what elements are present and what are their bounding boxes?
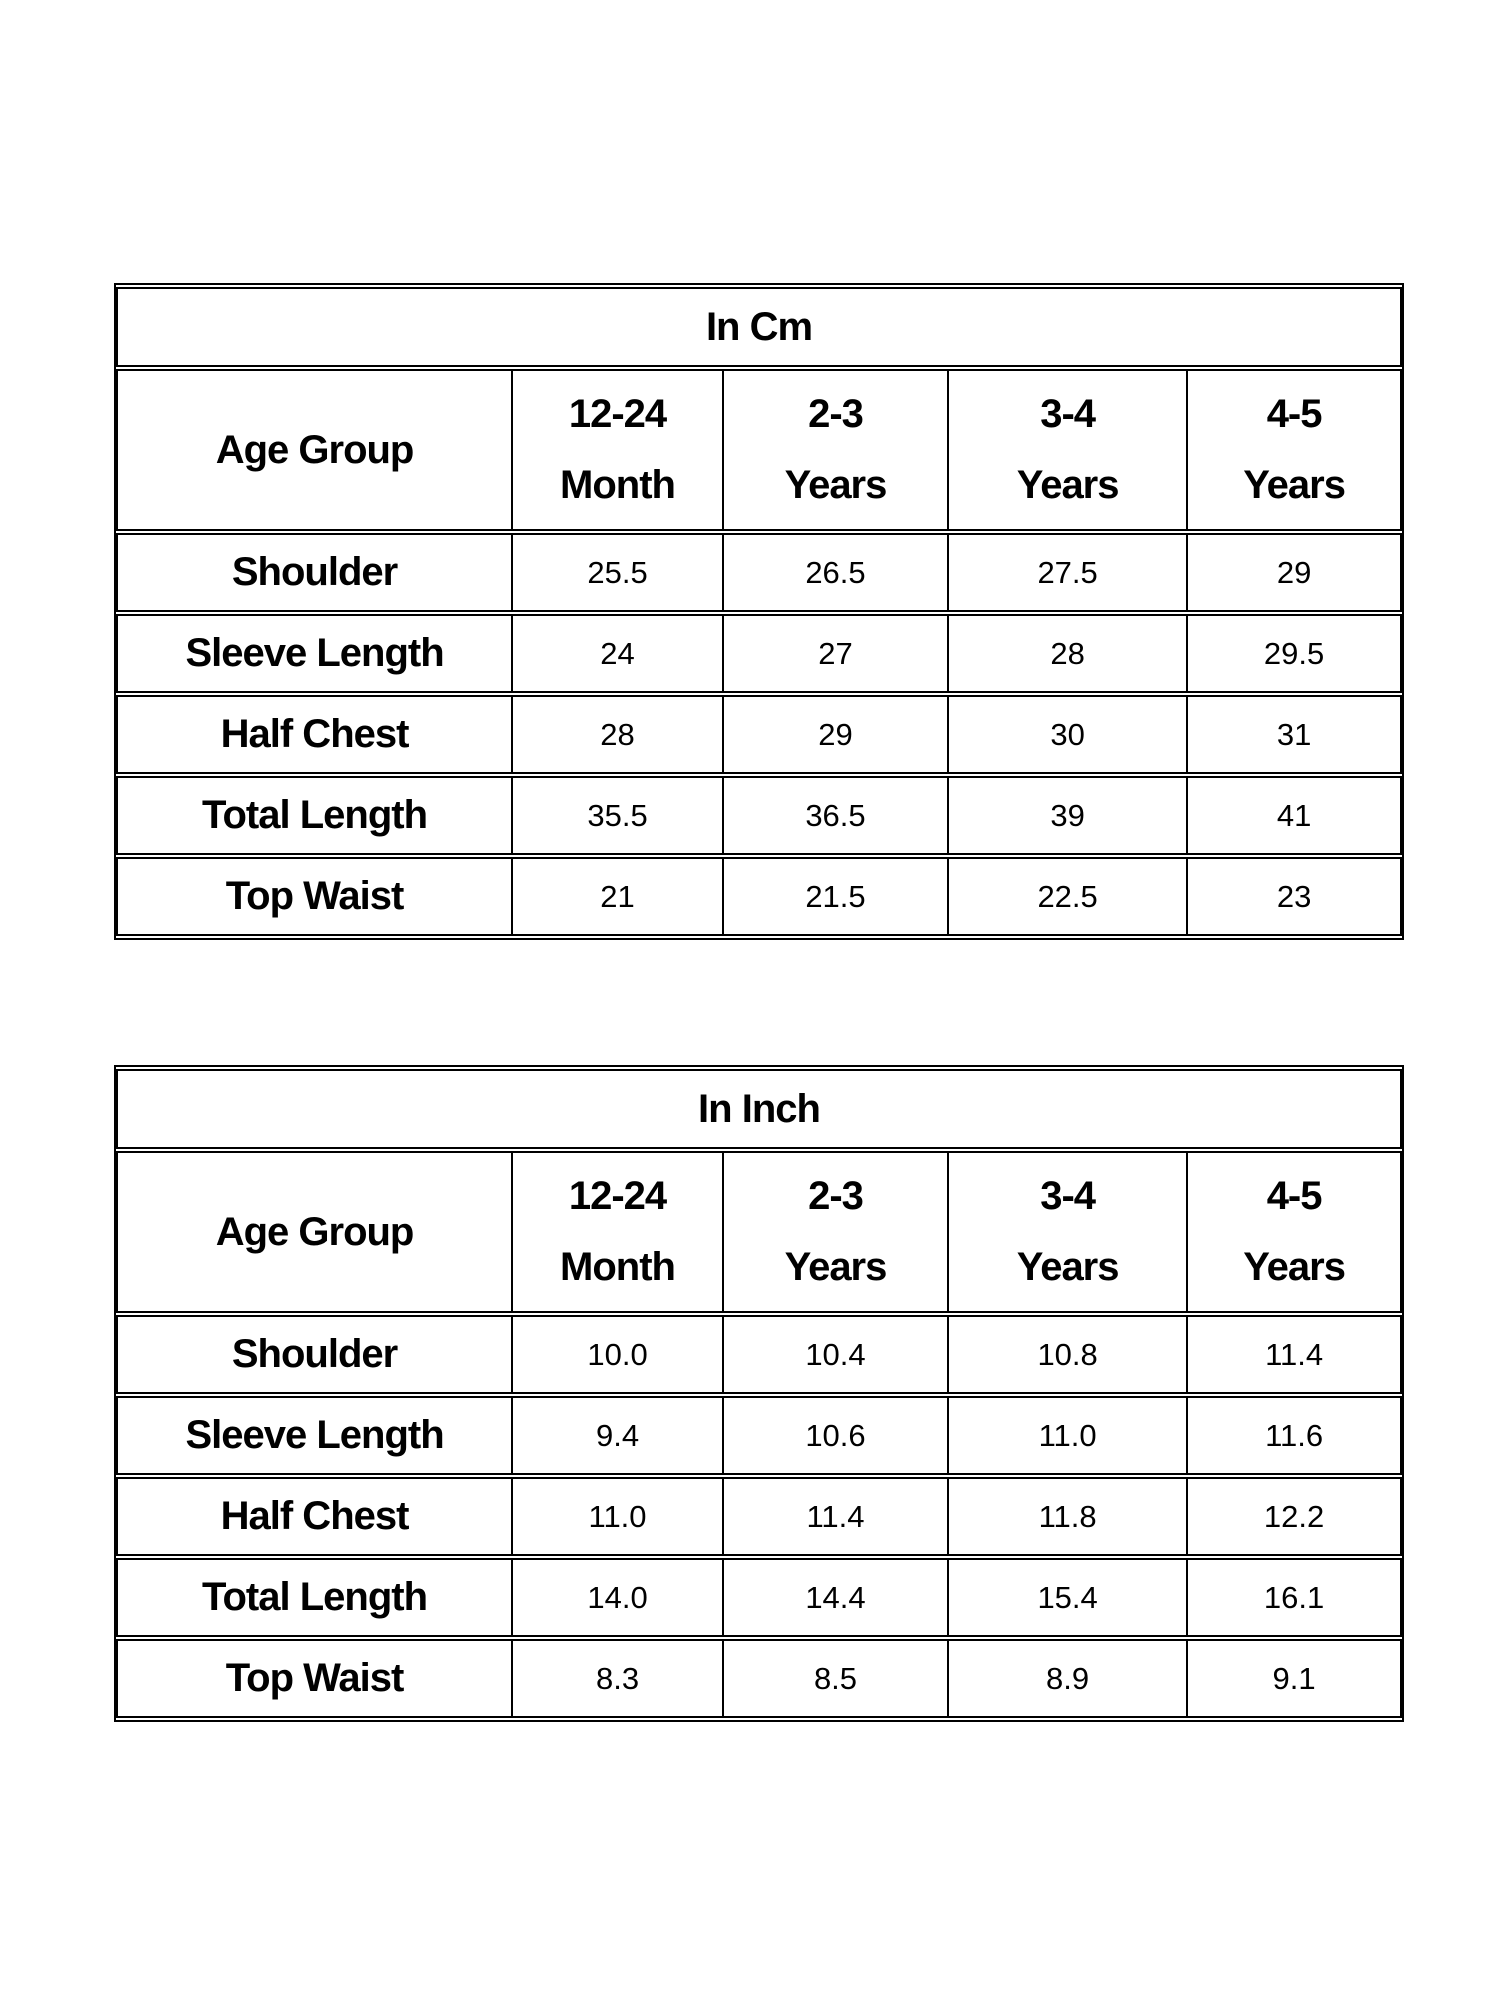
cell-value: 10.6 <box>722 1396 949 1475</box>
cell-value: 26.5 <box>722 533 949 612</box>
row-label-total-length: Total Length <box>116 1558 513 1637</box>
age-unit: Years <box>784 463 888 507</box>
header-row: Age Group 12-24 Month 2-3 Years 3-4 Year… <box>116 369 1402 531</box>
cell-value: 11.4 <box>722 1477 949 1556</box>
cell-value: 21.5 <box>722 857 949 936</box>
age-unit: Month <box>560 1245 676 1289</box>
row-label-shoulder: Shoulder <box>116 1315 513 1394</box>
table-title-inch: In Inch <box>116 1069 1402 1149</box>
cell-value: 15.4 <box>948 1558 1188 1637</box>
age-unit: Years <box>1016 1245 1120 1289</box>
age-range: 12-24 <box>568 392 667 436</box>
cell-value: 16.1 <box>1187 1558 1402 1637</box>
age-range: 12-24 <box>568 1174 667 1218</box>
cell-value: 23 <box>1187 857 1402 936</box>
cell-value: 28 <box>948 614 1188 693</box>
cell-value: 27.5 <box>948 533 1188 612</box>
row-label-sleeve-length: Sleeve Length <box>116 1396 513 1475</box>
cell-value: 12.2 <box>1187 1477 1402 1556</box>
cell-value: 29 <box>722 695 949 774</box>
cell-value: 10.8 <box>948 1315 1188 1394</box>
cell-value: 10.4 <box>722 1315 949 1394</box>
cell-value: 11.8 <box>948 1477 1188 1556</box>
table-row-half-chest: Half Chest 28 29 30 31 <box>116 695 1402 774</box>
table-row-top-waist: Top Waist 21 21.5 22.5 23 <box>116 857 1402 936</box>
age-range: 3-4 <box>1040 1174 1096 1218</box>
table-row-total-length: Total Length 14.0 14.4 15.4 16.1 <box>116 1558 1402 1637</box>
column-header-12-24-month: 12-24 Month <box>512 369 723 531</box>
age-unit: Month <box>560 463 676 507</box>
title-row: In Cm <box>116 287 1402 367</box>
cell-value: 11.6 <box>1187 1396 1402 1475</box>
age-range: 2-3 <box>808 1174 864 1218</box>
cell-value: 27 <box>722 614 949 693</box>
age-unit: Years <box>784 1245 888 1289</box>
cell-value: 29.5 <box>1187 614 1402 693</box>
column-header-4-5-years: 4-5 Years <box>1187 1151 1402 1313</box>
cell-value: 39 <box>948 776 1188 855</box>
row-label-half-chest: Half Chest <box>116 1477 513 1556</box>
table-row-half-chest: Half Chest 11.0 11.4 11.8 12.2 <box>116 1477 1402 1556</box>
cell-value: 29 <box>1187 533 1402 612</box>
age-unit: Years <box>1243 463 1346 507</box>
column-header-12-24-month: 12-24 Month <box>512 1151 723 1313</box>
row-label-half-chest: Half Chest <box>116 695 513 774</box>
cell-value: 24 <box>512 614 723 693</box>
corner-header-age-group: Age Group <box>116 369 513 531</box>
cell-value: 31 <box>1187 695 1402 774</box>
cell-value: 14.4 <box>722 1558 949 1637</box>
cell-value: 8.5 <box>722 1639 949 1718</box>
row-label-top-waist: Top Waist <box>116 857 513 936</box>
table-row-total-length: Total Length 35.5 36.5 39 41 <box>116 776 1402 855</box>
table-row-sleeve-length: Sleeve Length 24 27 28 29.5 <box>116 614 1402 693</box>
size-table-inch: In Inch Age Group 12-24 Month 2-3 Years … <box>114 1065 1404 1722</box>
cell-value: 36.5 <box>722 776 949 855</box>
corner-header-age-group: Age Group <box>116 1151 513 1313</box>
cell-value: 25.5 <box>512 533 723 612</box>
age-unit: Years <box>1243 1245 1346 1289</box>
cell-value: 9.4 <box>512 1396 723 1475</box>
column-header-2-3-years: 2-3 Years <box>722 1151 949 1313</box>
cell-value: 28 <box>512 695 723 774</box>
column-header-2-3-years: 2-3 Years <box>722 369 949 531</box>
cell-value: 14.0 <box>512 1558 723 1637</box>
row-label-shoulder: Shoulder <box>116 533 513 612</box>
cell-value: 21 <box>512 857 723 936</box>
age-range: 2-3 <box>808 392 864 436</box>
table-row-sleeve-length: Sleeve Length 9.4 10.6 11.0 11.6 <box>116 1396 1402 1475</box>
title-row: In Inch <box>116 1069 1402 1149</box>
table-title-cm: In Cm <box>116 287 1402 367</box>
header-row: Age Group 12-24 Month 2-3 Years 3-4 Year… <box>116 1151 1402 1313</box>
cell-value: 22.5 <box>948 857 1188 936</box>
cell-value: 8.3 <box>512 1639 723 1718</box>
row-label-top-waist: Top Waist <box>116 1639 513 1718</box>
cell-value: 10.0 <box>512 1315 723 1394</box>
column-header-4-5-years: 4-5 Years <box>1187 369 1402 531</box>
age-range: 4-5 <box>1266 1174 1323 1218</box>
row-label-total-length: Total Length <box>116 776 513 855</box>
cell-value: 30 <box>948 695 1188 774</box>
row-label-sleeve-length: Sleeve Length <box>116 614 513 693</box>
table-row-shoulder: Shoulder 25.5 26.5 27.5 29 <box>116 533 1402 612</box>
column-header-3-4-years: 3-4 Years <box>948 1151 1188 1313</box>
table-row-shoulder: Shoulder 10.0 10.4 10.8 11.4 <box>116 1315 1402 1394</box>
cell-value: 11.0 <box>948 1396 1188 1475</box>
age-range: 3-4 <box>1040 392 1096 436</box>
cell-value: 41 <box>1187 776 1402 855</box>
column-header-3-4-years: 3-4 Years <box>948 369 1188 531</box>
age-unit: Years <box>1016 463 1120 507</box>
cell-value: 35.5 <box>512 776 723 855</box>
cell-value: 11.4 <box>1187 1315 1402 1394</box>
size-table-cm: In Cm Age Group 12-24 Month 2-3 Years 3-… <box>114 283 1404 940</box>
table-row-top-waist: Top Waist 8.3 8.5 8.9 9.1 <box>116 1639 1402 1718</box>
cell-value: 9.1 <box>1187 1639 1402 1718</box>
cell-value: 8.9 <box>948 1639 1188 1718</box>
age-range: 4-5 <box>1266 392 1323 436</box>
cell-value: 11.0 <box>512 1477 723 1556</box>
